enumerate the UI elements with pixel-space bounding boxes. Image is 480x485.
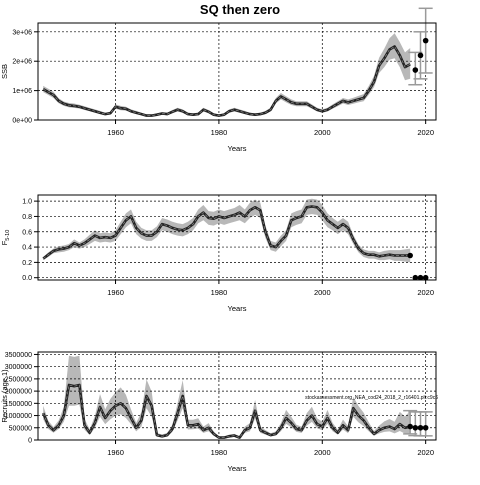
y-tick-label: 1.0 <box>22 199 32 206</box>
projection-point <box>417 274 424 281</box>
y-tick-label: 2e+06 <box>12 59 32 66</box>
y-tick-label: 0.0 <box>22 275 32 282</box>
x-tick-label: 1980 <box>211 448 228 457</box>
y-tick-label: 0.8 <box>22 214 32 221</box>
x-tick-label: 2000 <box>314 448 331 457</box>
projection-point <box>422 424 429 431</box>
projection-point <box>417 52 424 59</box>
x-tick-label: 1980 <box>211 128 228 137</box>
projection-point <box>412 67 419 73</box>
y-tick-label: 3500000 <box>5 352 32 359</box>
series-line <box>42 205 411 260</box>
plot-frame <box>37 194 437 281</box>
y-tick-label: 1e+06 <box>12 88 32 95</box>
projection-point <box>422 37 429 44</box>
x-tick-label: 2000 <box>314 288 331 297</box>
panel-2: 1960 1980 2000 2020 0.0 0.2 0.4 0.6 0.8 1.0 Years F… <box>0 194 437 313</box>
panel-3: 1960 1980 2000 2020 0 500000 1000000 1500000 200… <box>0 351 438 473</box>
y-tick-label: 0e+00 <box>12 118 32 125</box>
y-axis-label: F5-10 <box>0 230 11 246</box>
x-tick-label: 1960 <box>107 288 124 297</box>
y-axis-label-subscript: 5-10 <box>5 230 11 241</box>
x-tick-label: 2000 <box>314 128 331 137</box>
y-tick-label: 500000 <box>9 425 32 432</box>
series-line <box>42 45 411 117</box>
projection-point <box>412 274 419 281</box>
projection-point <box>412 424 419 431</box>
y-axis-label: SSB <box>0 64 9 79</box>
page-title: SQ then zero <box>199 2 281 17</box>
x-tick-label: 2020 <box>417 288 434 297</box>
y-tick-label: 0.2 <box>22 260 32 267</box>
plot-annotation: stockassessment.org_NEA_cod24_2018_2_r16… <box>305 395 438 401</box>
x-tick-label: 2020 <box>417 448 434 457</box>
y-axis-label: Recruits (age 1) <box>0 369 9 423</box>
y-tick-label: 3e+06 <box>12 29 32 36</box>
series-line-highlight <box>43 46 411 116</box>
projection-point <box>407 423 413 430</box>
y-tick-label: 0.4 <box>22 245 32 252</box>
y-tick-label: 3000000 <box>5 364 32 371</box>
x-tick-label: 1980 <box>211 288 228 297</box>
x-axis-label: Years <box>228 144 247 153</box>
confidence-band <box>43 198 411 263</box>
plot-frame <box>37 22 437 121</box>
y-tick-label: 2000000 <box>5 389 32 396</box>
y-axis-label-main: F <box>0 240 9 245</box>
x-axis-label: Years <box>228 304 247 313</box>
projection-point <box>422 274 429 281</box>
y-tick-label: 0.6 <box>22 229 32 236</box>
plot-frame <box>37 351 437 441</box>
x-axis-label: Years <box>228 464 247 473</box>
confidence-band <box>43 355 411 439</box>
x-tick-label: 2020 <box>417 128 434 137</box>
projection-point <box>417 424 424 431</box>
y-tick-label: 1000000 <box>5 413 32 420</box>
x-tick-label: 1960 <box>107 128 124 137</box>
y-tick-label: 0 <box>28 438 32 445</box>
projection-point <box>407 252 413 259</box>
y-tick-label: 1500000 <box>5 401 32 408</box>
y-tick-label: 2500000 <box>5 376 32 383</box>
panel-1: 1960 1980 2000 2020 0e+00 1e+06 2e+06 3e+06 Year… <box>0 7 437 153</box>
x-tick-label: 1960 <box>107 448 124 457</box>
confidence-band <box>43 33 411 117</box>
series-line-highlight <box>42 384 411 439</box>
